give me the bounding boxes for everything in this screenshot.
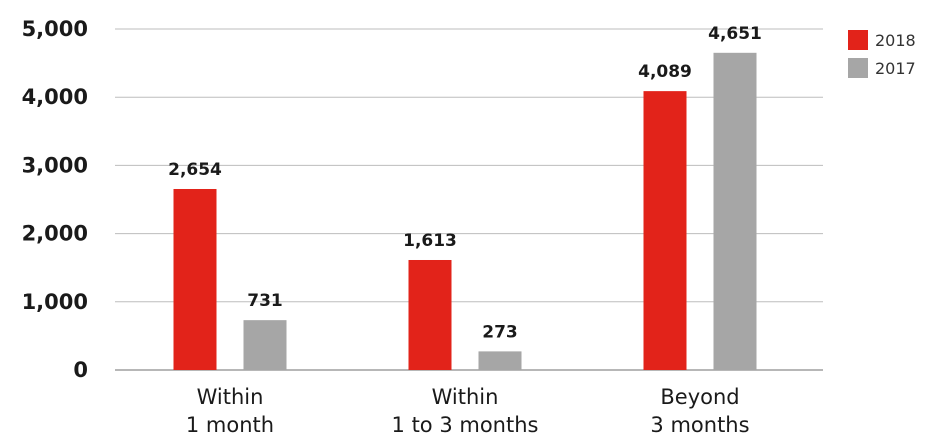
data-labels: 2,654 1,613 4,089 731 273 4,651 bbox=[168, 24, 762, 343]
category-label: Within 1 month bbox=[186, 385, 274, 437]
data-label: 1,613 bbox=[403, 231, 457, 251]
category-label: Beyond 3 months bbox=[650, 385, 749, 437]
category-label-line: 3 months bbox=[650, 413, 749, 437]
data-label: 273 bbox=[482, 322, 518, 342]
y-tick-label: 5,000 bbox=[22, 17, 88, 41]
data-label: 4,089 bbox=[638, 62, 692, 82]
y-tick-label: 3,000 bbox=[22, 153, 88, 177]
category-label-line: 1 to 3 months bbox=[392, 413, 539, 437]
legend-swatch-2017 bbox=[848, 58, 868, 78]
y-tick-label: 1,000 bbox=[22, 290, 88, 314]
bar-2018-1 bbox=[408, 259, 452, 370]
bar-2018-0 bbox=[173, 188, 217, 370]
legend-label-2018: 2018 bbox=[875, 31, 916, 50]
legend: 2018 2017 bbox=[848, 30, 916, 78]
data-label: 4,651 bbox=[708, 24, 762, 44]
y-axis-ticks: 0 1,000 2,000 3,000 4,000 5,000 bbox=[22, 17, 88, 382]
y-tick-label: 4,000 bbox=[22, 85, 88, 109]
gridlines bbox=[115, 28, 823, 371]
data-label: 731 bbox=[247, 291, 283, 311]
category-label: Within 1 to 3 months bbox=[392, 385, 539, 437]
bar-2017-2 bbox=[713, 52, 757, 371]
legend-swatch-2018 bbox=[848, 30, 868, 50]
category-label-line: 1 month bbox=[186, 413, 274, 437]
category-label-line: Within bbox=[432, 385, 499, 409]
y-tick-label: 2,000 bbox=[22, 222, 88, 246]
category-label-line: Within bbox=[197, 385, 264, 409]
data-label: 2,654 bbox=[168, 160, 222, 180]
bar-2018-2 bbox=[643, 91, 687, 371]
bar-2017-1 bbox=[478, 351, 522, 370]
x-axis-categories: Within 1 month Within 1 to 3 months Beyond 3 … bbox=[186, 385, 750, 437]
y-tick-label: 0 bbox=[73, 358, 88, 382]
bars bbox=[173, 52, 757, 371]
legend-label-2017: 2017 bbox=[875, 59, 916, 78]
category-label-line: Beyond bbox=[660, 385, 739, 409]
bar-2017-0 bbox=[243, 320, 287, 370]
